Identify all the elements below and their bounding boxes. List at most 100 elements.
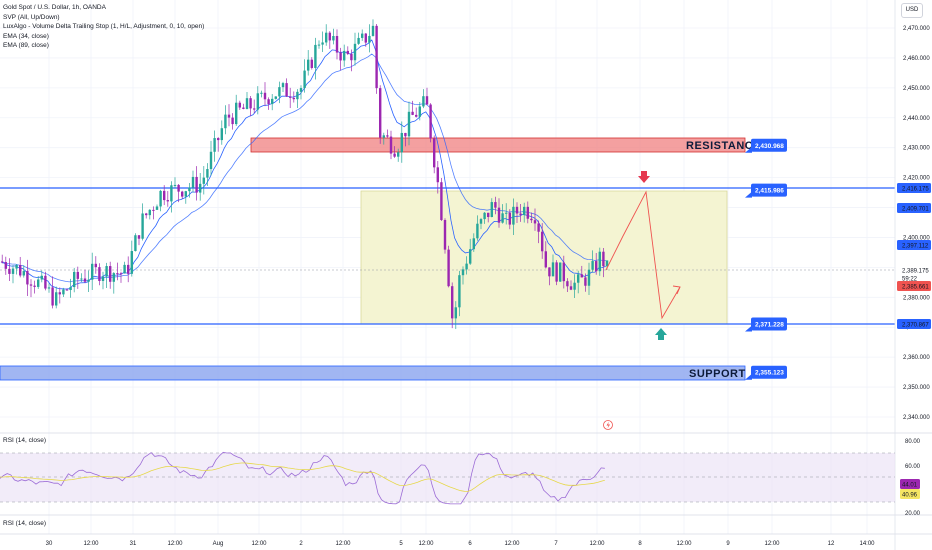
candle-up — [591, 261, 594, 270]
candle-down — [519, 213, 522, 216]
candle-down — [436, 167, 439, 183]
candle-down — [195, 176, 198, 193]
legend-indicator-ema89[interactable]: EMA (89, close) — [3, 42, 49, 50]
candle-up — [271, 98, 274, 105]
candle-up — [382, 135, 385, 138]
candle-down — [562, 262, 565, 282]
candle-down — [26, 271, 29, 285]
rsi-band — [0, 453, 895, 502]
candle-down — [440, 182, 443, 220]
legend-symbol[interactable]: Gold Spot / U.S. Dollar, 1h, OANDA — [3, 4, 106, 11]
candle-down — [242, 107, 245, 109]
price-axis[interactable]: 2,470.000 2,460.000 2,450.000 2,440.000 2,43… — [903, 26, 930, 421]
time-axis[interactable]: 30 12:00 31 12:00 Aug 12:00 2 12:00 5 12:00 6 12:00… — [46, 541, 876, 547]
candle-down — [217, 138, 220, 141]
candle-up — [465, 263, 468, 270]
time-tick-label: 9 — [726, 541, 730, 547]
price-tag-label: 2,397.112 — [902, 244, 929, 250]
price-tag-box — [897, 183, 931, 193]
candle-up — [598, 251, 601, 272]
time-tick-label: 12:00 — [504, 541, 520, 547]
candle-down — [566, 281, 569, 287]
candle-down — [375, 25, 378, 89]
candle-up — [260, 92, 263, 94]
resistance-label: RESISTANCE — [686, 140, 761, 152]
candle-up — [170, 185, 173, 202]
candle-up — [332, 35, 335, 41]
candle-down — [310, 59, 313, 68]
rsi-pane-label[interactable]: RSI (14, close) — [3, 437, 46, 444]
rsi-pane-label-2[interactable]: RSI (14, close) — [3, 520, 46, 527]
rsi-tag-label: 40.96 — [902, 493, 918, 499]
level-tags: 2,430.968 2,415.986 2,371.228 2,355.123 — [745, 138, 787, 380]
price-tag-box — [897, 319, 931, 329]
candle-up — [245, 98, 249, 109]
candle-down — [181, 191, 184, 197]
candle-up — [371, 25, 375, 36]
support-label: SUPPORT — [689, 368, 746, 380]
candle-down — [584, 277, 587, 286]
candle-up — [479, 219, 483, 224]
price-tick-label: 2,470.000 — [903, 26, 930, 32]
candle-down — [65, 289, 69, 291]
candle-down — [580, 274, 583, 278]
candle-up — [87, 279, 90, 282]
candle-down — [515, 206, 519, 214]
level-tag-box — [751, 138, 787, 152]
candle-down — [389, 136, 393, 154]
candle-up — [278, 87, 281, 97]
candle-up — [483, 212, 486, 220]
legend-indicator-ema34[interactable]: EMA (34, close) — [3, 32, 49, 40]
time-tick-label: 31 — [130, 541, 137, 547]
candle-up — [296, 91, 299, 100]
price-tag-label: 2,389.175 — [902, 269, 929, 275]
candle-down — [29, 284, 33, 286]
level-tag-box — [751, 365, 787, 379]
time-tick-label: 12:00 — [764, 541, 780, 547]
price-tag-label: 2,416.175 — [902, 187, 929, 193]
candle-up — [112, 273, 115, 282]
price-tick-label: 2,380.000 — [903, 295, 930, 301]
candle-up — [202, 177, 205, 184]
rsi-tick-label: 80.00 — [905, 439, 921, 445]
candle-up — [159, 190, 162, 207]
time-tick-label: 12:00 — [83, 541, 99, 547]
time-tick-label: 12:00 — [418, 541, 434, 547]
candle-up — [357, 37, 360, 44]
candle-up — [303, 70, 306, 89]
candle-up — [573, 282, 576, 290]
time-tick-label: 12:00 — [676, 541, 692, 547]
candle-up — [188, 187, 191, 192]
legend-indicator-svp[interactable]: SVP (All, Up/Down) — [3, 13, 60, 21]
candle-down — [555, 262, 558, 282]
candle-up — [209, 151, 213, 170]
price-tick-label: 2,350.000 — [903, 385, 930, 391]
candle-up — [422, 96, 425, 107]
candle-up — [91, 263, 94, 280]
candle-down — [404, 132, 407, 137]
candle-down — [533, 220, 537, 224]
candle-up — [62, 289, 65, 295]
projection-arrowhead — [672, 285, 681, 295]
price-tick-label: 2,400.000 — [903, 235, 930, 241]
currency-button[interactable]: USD — [901, 3, 923, 18]
level-tag-pointer — [745, 146, 752, 153]
price-tick-label: 2,430.000 — [903, 146, 930, 152]
candle-up — [37, 279, 40, 287]
candle-down — [544, 251, 547, 268]
candle-down — [425, 96, 429, 105]
candle-down — [541, 231, 544, 252]
candle-up — [224, 114, 227, 129]
resistance-zone — [250, 137, 746, 153]
candle-down — [19, 265, 22, 276]
candle-up — [418, 106, 421, 117]
candle-down — [494, 202, 497, 208]
candle-down — [109, 266, 112, 282]
candle-down — [163, 190, 166, 201]
rsi-tick-label: 60.00 — [905, 464, 921, 470]
candle-down — [137, 235, 141, 239]
legend-indicator-luxalgo[interactable]: LuxAlgo - Volume Delta Trailing Stop (1,… — [3, 23, 205, 31]
candle-up — [148, 209, 151, 216]
candle-down — [443, 219, 447, 250]
